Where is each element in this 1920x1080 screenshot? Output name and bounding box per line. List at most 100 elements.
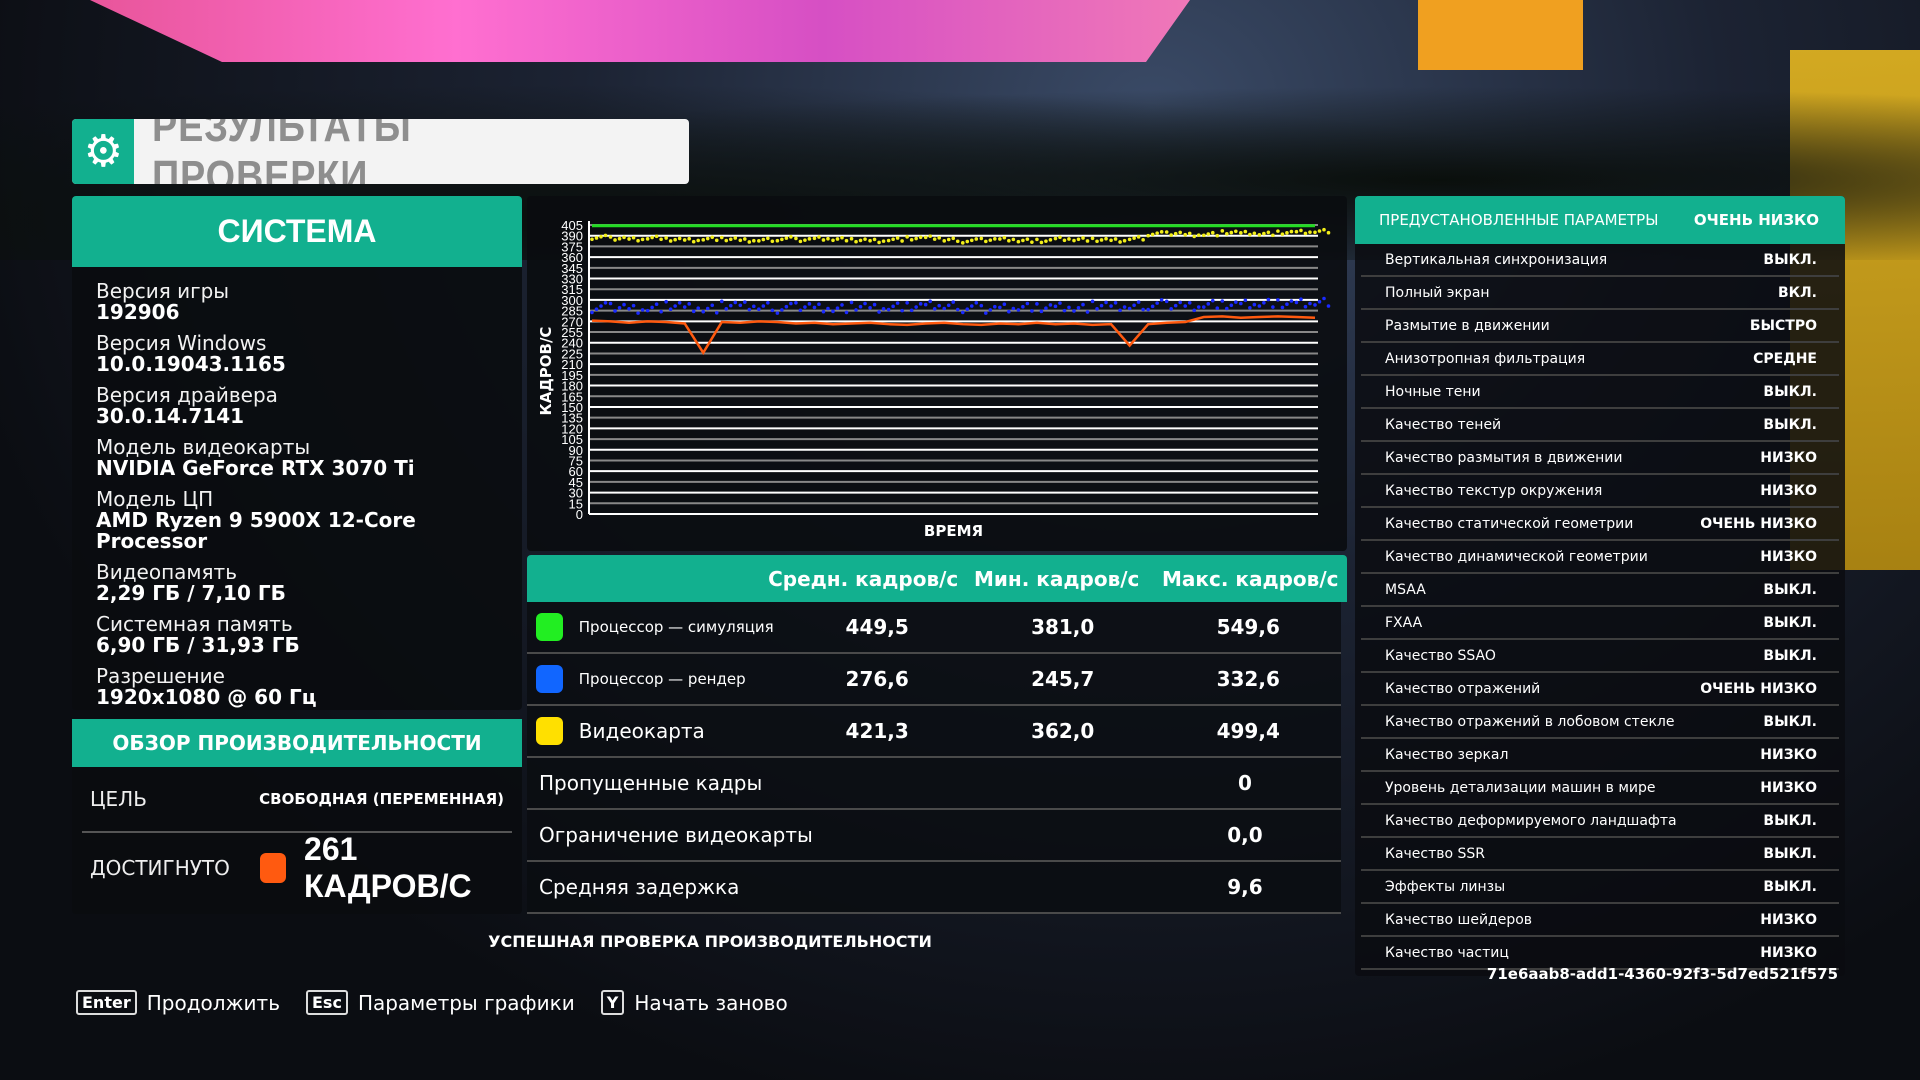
series-point-2	[1090, 299, 1095, 304]
series-point-2	[1248, 305, 1252, 310]
footer-button-esc[interactable]: Esc Параметры графики	[306, 990, 575, 1015]
series-point-2	[1039, 309, 1044, 314]
series-point-1	[659, 237, 663, 242]
series-name: Видеокарта	[578, 719, 705, 743]
series-point-1	[599, 234, 603, 239]
series-point-2	[863, 301, 867, 306]
setting-value: ВЫКЛ.	[1763, 845, 1817, 862]
series-color-swatch	[536, 665, 563, 693]
series-point-1	[631, 235, 636, 240]
series-point-1	[849, 236, 854, 241]
series-point-2	[1303, 304, 1308, 309]
series-point-1	[831, 238, 835, 243]
series-point-2	[1183, 304, 1188, 308]
series-point-1	[701, 238, 706, 242]
series-point-1	[1215, 233, 1220, 238]
y-tick-label: 210	[561, 357, 583, 372]
stats-extra-row: Ограничение видеокарты 0,0	[527, 810, 1341, 862]
series-point-1	[1164, 230, 1169, 234]
series-point-1	[622, 235, 626, 240]
series-color-swatch	[536, 613, 563, 641]
series-point-1	[1201, 233, 1206, 238]
stats-row: Процессор — симуляция 449,5 381,0 549,6	[527, 602, 1341, 654]
setting-row: Качество зеркал НИЗКО	[1361, 739, 1839, 772]
series-point-1	[798, 239, 803, 244]
target-value: СВОБОДНАЯ (ПЕРЕМЕННАЯ)	[259, 790, 504, 808]
series-point-2	[1053, 304, 1058, 309]
series-point-1	[1220, 229, 1225, 233]
series-point-2	[937, 303, 941, 308]
series-point-1	[1090, 236, 1095, 241]
setting-value: НИЗКО	[1760, 548, 1817, 565]
series-point-2	[835, 306, 840, 310]
series-point-2	[1243, 298, 1248, 303]
series-point-1	[1067, 237, 1071, 241]
setting-name: MSAA	[1385, 581, 1426, 598]
series-point-1	[1266, 230, 1271, 235]
series-point-2	[1234, 300, 1238, 304]
series-point-2	[1016, 308, 1021, 312]
series-point-2	[701, 309, 706, 314]
series-point-1	[1072, 238, 1076, 243]
series-point-2	[969, 304, 974, 308]
series-point-1	[891, 237, 895, 242]
series-point-2	[891, 304, 895, 309]
series-point-2	[714, 310, 719, 315]
series-point-2	[733, 300, 738, 305]
footer-button-y[interactable]: Y Начать заново	[600, 990, 788, 1015]
series-point-2	[872, 302, 877, 307]
series-point-2	[784, 304, 789, 309]
series-point-2	[1113, 300, 1118, 305]
series-point-2	[789, 301, 793, 306]
series-point-1	[969, 238, 974, 243]
series-point-2	[803, 305, 807, 309]
setting-row: Вертикальная синхронизация ВЫКЛ.	[1361, 244, 1839, 277]
header-avg: Средн. кадров/с	[768, 566, 959, 591]
series-point-1	[979, 236, 984, 241]
series-point-1	[900, 239, 904, 243]
y-axis-label: КАДРОВ/С	[537, 327, 555, 416]
y-tick-label: 360	[561, 250, 583, 265]
series-point-1	[1007, 238, 1011, 243]
page-title-bar: ⚙ РЕЗУЛЬТАТЫ ПРОВЕРКИ	[72, 119, 689, 184]
series-point-2	[812, 305, 817, 310]
series-point-1	[881, 239, 886, 243]
series-point-2	[946, 303, 951, 308]
series-point-1	[951, 236, 956, 241]
series-point-2	[974, 300, 979, 305]
series-point-2	[979, 303, 984, 308]
background-banner	[90, 0, 1190, 62]
series-point-2	[1132, 303, 1136, 308]
setting-name: Ночные тени	[1385, 383, 1481, 400]
series-point-2	[1322, 296, 1326, 301]
series-point-1	[1132, 236, 1136, 240]
series-point-2	[1141, 307, 1145, 312]
footer-button-enter[interactable]: Enter Продолжить	[76, 990, 280, 1015]
series-point-2	[798, 308, 803, 313]
series-point-2	[659, 309, 663, 314]
system-info-label: Модель видеокарты	[96, 435, 311, 459]
system-heading: СИСТЕМА	[72, 196, 522, 267]
series-point-1	[1021, 238, 1025, 243]
series-point-2	[1104, 300, 1108, 305]
series-point-2	[1044, 306, 1048, 310]
setting-row: Качество частиц НИЗКО	[1361, 937, 1839, 970]
series-point-2	[1099, 303, 1104, 308]
series-point-1	[710, 235, 715, 240]
stats-row: Процессор — рендер 276,6 245,7 332,6	[527, 654, 1341, 706]
performance-overview-heading: ОБЗОР ПРОИЗВОДИТЕЛЬНОСТИ	[72, 719, 522, 767]
stat-avg: 421,3	[845, 719, 909, 743]
series-point-2	[613, 309, 617, 313]
series-point-2	[905, 300, 909, 305]
series-point-2	[696, 306, 700, 310]
extra-value: 0	[1238, 771, 1252, 795]
series-point-1	[1085, 239, 1090, 243]
achieved-value: 261 КАДРОВ/С	[304, 831, 472, 904]
series-point-2	[705, 306, 710, 311]
series-point-2	[951, 300, 956, 304]
stat-avg: 276,6	[845, 667, 909, 691]
background-sign	[1418, 0, 1583, 70]
y-tick-label: 0	[576, 507, 583, 522]
series-point-1	[590, 237, 594, 242]
series-point-2	[932, 307, 937, 311]
